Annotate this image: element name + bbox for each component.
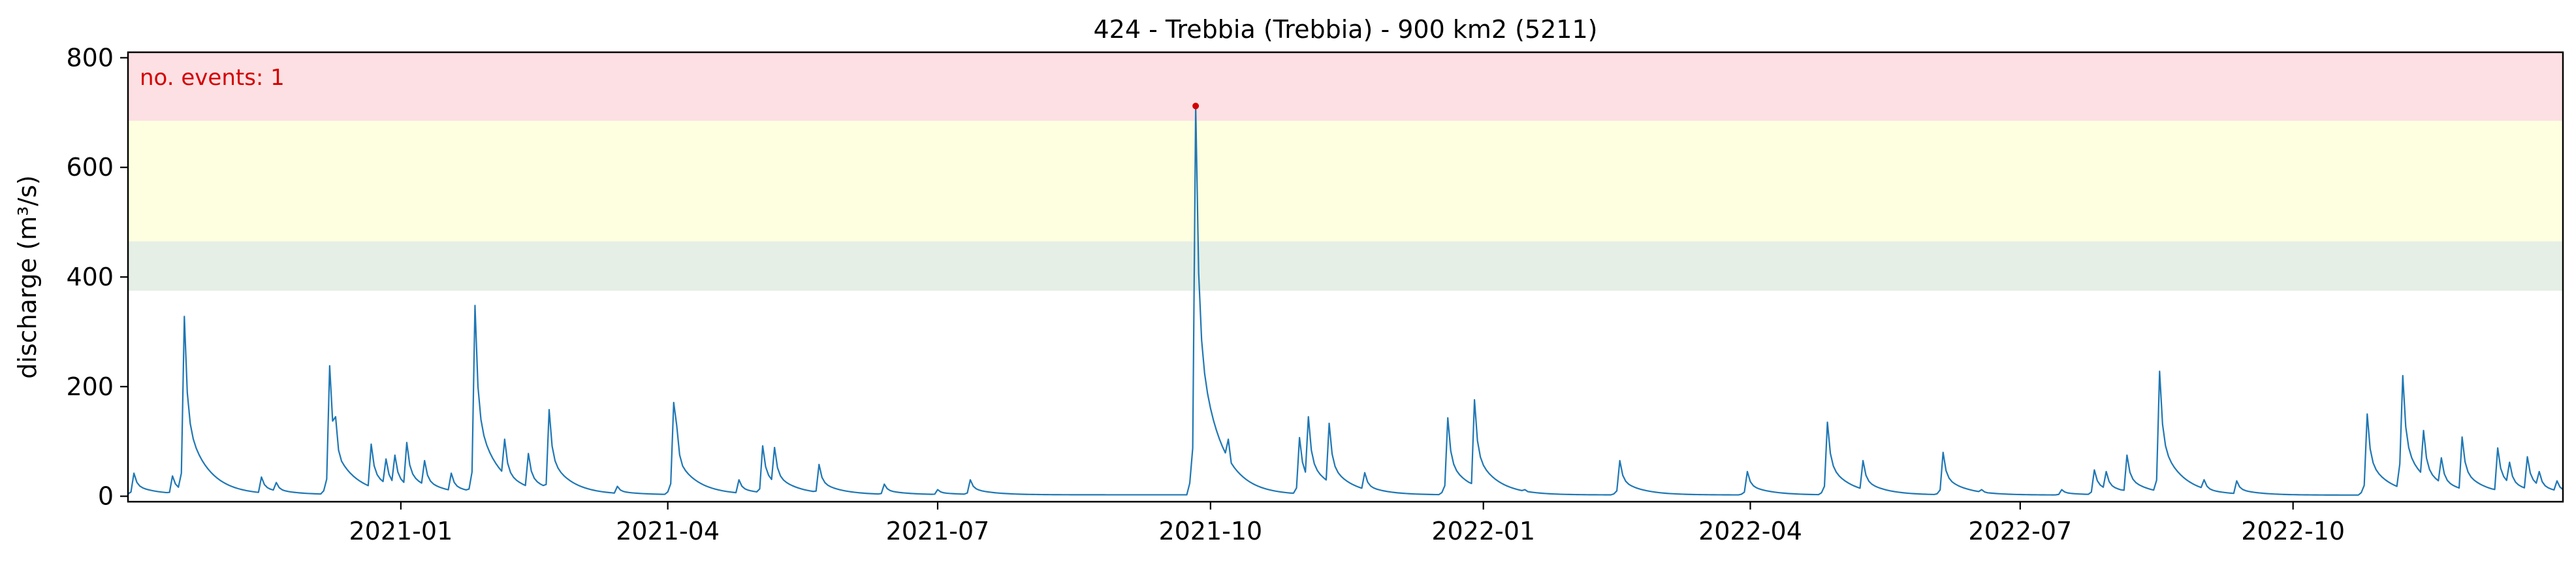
y-tick-label: 600 [66,153,114,182]
y-tick-label: 0 [98,482,114,511]
y-axis-label: discharge (m³/s) [13,175,42,379]
y-axis-ticks: 0 200 400 600 800 [66,43,128,511]
event-markers [1192,103,1200,110]
events-count-annotation: no. events: 1 [140,65,285,91]
x-tick-label: 2021-07 [886,517,990,545]
x-tick-label: 2021-10 [1158,517,1262,545]
event-marker [1192,103,1200,110]
threshold-band-1 [128,241,2563,291]
plot-frame [127,51,2564,503]
y-tick-label: 200 [66,372,114,401]
x-tick-label: 2022-07 [1968,517,2072,545]
x-tick-label: 2022-10 [2241,517,2345,545]
chart-title: 424 - Trebbia (Trebbia) - 900 km2 (5211) [1093,15,1597,44]
discharge-line [127,105,2564,496]
x-axis-ticks: 2021-01 2021-04 2021-07 2021-10 2022-01 2022-… [349,502,2345,545]
threshold-band-2 [128,120,2563,242]
x-tick-label: 2022-01 [1431,517,1535,545]
y-tick-label: 400 [66,263,114,291]
y-tick-label: 800 [66,43,114,72]
discharge-series [127,105,2564,496]
x-tick-label: 2022-04 [1698,517,1802,545]
x-tick-label: 2021-01 [349,517,453,545]
threshold-band-3 [128,52,2563,121]
x-tick-label: 2021-04 [616,517,720,545]
threshold-bands [128,52,2563,291]
